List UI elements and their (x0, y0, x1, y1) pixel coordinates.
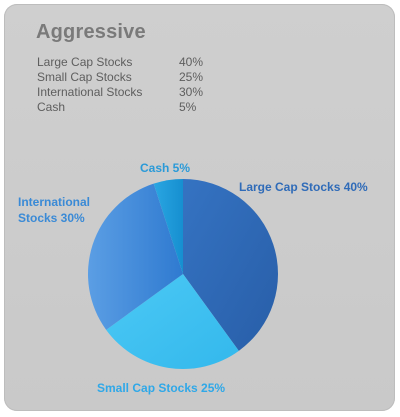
pie-slice-small-cap-stocks (106, 274, 239, 369)
pie-slice-cash (153, 179, 183, 274)
allocation-value: 25% (179, 70, 204, 84)
allocation-name: International Stocks (37, 85, 143, 99)
slice-label-small-cap: Small Cap Stocks 25% (97, 381, 225, 395)
allocation-value: 40% (179, 55, 204, 69)
allocation-table: Large Cap Stocks 40% Small Cap Stocks 25… (37, 55, 219, 115)
allocation-row-large-cap: Large Cap Stocks 40% (37, 55, 219, 70)
card-title: Aggressive (36, 21, 146, 43)
allocation-name: Large Cap Stocks (37, 55, 133, 69)
pie-slice-international-stocks (87, 183, 183, 330)
slice-label-international-line2: Stocks 30% (18, 211, 85, 225)
allocation-row-international: International Stocks 30% (37, 85, 219, 100)
slice-label-large-cap: Large Cap Stocks 40% (239, 180, 368, 194)
allocation-value: 30% (179, 85, 204, 99)
allocation-name: Small Cap Stocks (37, 70, 132, 84)
allocation-name: Cash (37, 100, 66, 114)
allocation-value: 5% (179, 100, 197, 114)
slice-label-international-line1: International (18, 195, 90, 209)
pie-slices (87, 179, 279, 369)
slice-label-cash: Cash 5% (140, 161, 190, 175)
allocation-row-cash: Cash 5% (37, 100, 219, 115)
pie-slice-large-cap-stocks (183, 179, 279, 351)
allocation-row-small-cap: Small Cap Stocks 25% (37, 70, 219, 85)
